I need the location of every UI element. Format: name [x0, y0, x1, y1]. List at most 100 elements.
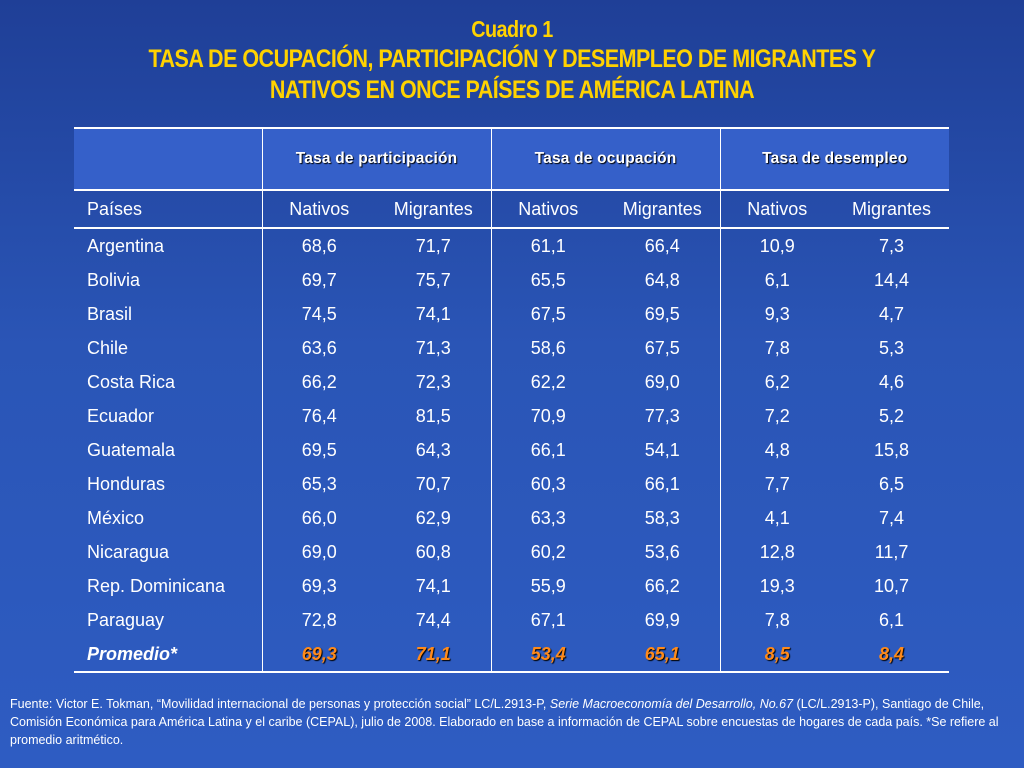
- value-cell: 6,2: [719, 365, 835, 399]
- value-cell: 64,3: [415, 439, 451, 460]
- group-header-unemployment: Tasa de desempleo: [719, 127, 950, 191]
- country-cell: Bolivia: [87, 269, 141, 290]
- country-cell: Rep. Dominicana: [87, 575, 226, 596]
- table-row: México 66,0 62,9 63,3 58,3 4,1 7,4: [74, 501, 949, 535]
- source-footnote: Fuente: Victor E. Tokman, “Movilidad int…: [10, 695, 1016, 749]
- country-cell: Ecuador: [87, 405, 155, 426]
- country-cell: Honduras: [87, 473, 166, 494]
- value-cell: 66,0: [261, 501, 376, 535]
- value-cell: 60,2: [490, 535, 606, 569]
- table-row: Costa Rica 66,2 72,3 62,2 69,0 6,2 4,6: [74, 365, 949, 399]
- value-cell: 67,1: [490, 603, 606, 637]
- column-header: Nativos: [490, 190, 606, 229]
- value-cell: 15,8: [874, 439, 910, 460]
- value-cell: 65,3: [261, 467, 376, 501]
- value-cell: 74,1: [415, 575, 451, 596]
- table-body: Argentina 68,6 71,7 61,1 66,4 10,9 7,3 Bolivia 6…: [74, 228, 950, 673]
- value-cell: 7,8: [719, 603, 835, 637]
- value-cell: 71,3: [415, 337, 451, 358]
- table-row: Honduras 65,3 70,7 60,3 66,1 7,7 6,5: [74, 467, 949, 501]
- value-cell: 7,4: [879, 507, 905, 528]
- value-cell: 75,7: [415, 269, 451, 290]
- value-cell: 5,3: [879, 337, 905, 358]
- value-cell: 74,4: [415, 609, 451, 630]
- page-title-line-1: TASA DE OCUPACIÓN, PARTICIPACIÓN Y DESEM…: [148, 45, 876, 73]
- value-cell: 71,1: [376, 637, 492, 673]
- value-cell: 10,7: [874, 575, 910, 596]
- footnote-part-1: Fuente: Victor E. Tokman, “Movilidad int…: [10, 697, 550, 711]
- value-cell: 67,5: [644, 337, 680, 358]
- value-cell: 77,3: [644, 405, 680, 426]
- data-table: Tasa de participación Tasa de ocupación …: [74, 127, 950, 673]
- column-header: Nativos: [261, 190, 376, 229]
- value-cell: 76,4: [261, 399, 376, 433]
- value-cell: 19,3: [719, 569, 835, 603]
- sub-header-row: Países Nativos Migrantes Nativos Migrant…: [74, 190, 950, 229]
- value-cell: 74,1: [415, 303, 451, 324]
- value-cell: 65,1: [605, 637, 721, 673]
- value-cell: 68,6: [261, 228, 376, 263]
- data-table-container: Tasa de participación Tasa de ocupación …: [74, 127, 950, 673]
- value-cell: 7,8: [719, 331, 835, 365]
- value-cell: 14,4: [874, 269, 910, 290]
- value-cell: 63,6: [261, 331, 376, 365]
- value-cell: 66,1: [644, 473, 680, 494]
- value-cell: 62,2: [490, 365, 606, 399]
- value-cell: 69,5: [261, 433, 376, 467]
- column-header: Migrantes: [376, 190, 492, 229]
- value-cell: 64,8: [644, 269, 680, 290]
- value-cell: 72,8: [261, 603, 376, 637]
- value-cell: 69,3: [261, 637, 376, 673]
- value-cell: 5,2: [879, 405, 905, 426]
- value-cell: 65,5: [490, 263, 606, 297]
- value-cell: 53,6: [644, 541, 680, 562]
- value-cell: 66,2: [261, 365, 376, 399]
- country-cell: Guatemala: [87, 439, 176, 460]
- table-row: Paraguay 72,8 74,4 67,1 69,9 7,8 6,1: [74, 603, 949, 637]
- value-cell: 4,1: [719, 501, 835, 535]
- average-row: Promedio* 69,3 71,1 53,4 65,1 8,5 8,4: [74, 637, 950, 673]
- value-cell: 69,0: [261, 535, 376, 569]
- country-cell: Argentina: [87, 235, 165, 256]
- value-cell: 71,7: [415, 235, 451, 256]
- country-cell: Costa Rica: [87, 371, 176, 392]
- group-header-row: Tasa de participación Tasa de ocupación …: [74, 127, 950, 191]
- value-cell: 74,5: [261, 297, 376, 331]
- value-cell: 81,5: [415, 405, 451, 426]
- value-cell: 6,1: [719, 263, 835, 297]
- country-cell: Chile: [87, 337, 129, 358]
- country-cell: Promedio*: [74, 637, 262, 673]
- table-row: Ecuador 76,4 81,5 70,9 77,3 7,2 5,2: [74, 399, 949, 433]
- value-cell: 12,8: [719, 535, 835, 569]
- value-cell: 8,4: [834, 637, 950, 673]
- value-cell: 62,9: [415, 507, 451, 528]
- value-cell: 7,7: [719, 467, 835, 501]
- table-row: Argentina 68,6 71,7 61,1 66,4 10,9 7,3: [74, 228, 949, 263]
- value-cell: 69,7: [261, 263, 376, 297]
- value-cell: 67,5: [490, 297, 606, 331]
- value-cell: 58,3: [644, 507, 680, 528]
- value-cell: 7,2: [719, 399, 835, 433]
- value-cell: 69,0: [644, 371, 680, 392]
- table-number: Cuadro 1: [471, 16, 553, 42]
- value-cell: 69,3: [261, 569, 376, 603]
- value-cell: 55,9: [490, 569, 606, 603]
- value-cell: 8,5: [719, 637, 835, 673]
- table-row: Brasil 74,5 74,1 67,5 69,5 9,3 4,7: [74, 297, 949, 331]
- value-cell: 11,7: [874, 541, 909, 562]
- value-cell: 70,7: [415, 473, 451, 494]
- value-cell: 6,5: [879, 473, 905, 494]
- group-header-participation: Tasa de participación: [261, 127, 492, 191]
- country-cell: Nicaragua: [87, 541, 170, 562]
- value-cell: 66,4: [644, 235, 680, 256]
- table-row: Rep. Dominicana 69,3 74,1 55,9 66,2 19,3 10,7: [74, 569, 949, 603]
- value-cell: 53,4: [490, 637, 606, 673]
- value-cell: 54,1: [644, 439, 680, 460]
- value-cell: 60,8: [415, 541, 451, 562]
- value-cell: 58,6: [490, 331, 606, 365]
- group-header-empty: [74, 127, 262, 191]
- column-header-countries: Países: [74, 190, 262, 229]
- value-cell: 61,1: [490, 228, 606, 263]
- country-cell: Brasil: [87, 303, 133, 324]
- value-cell: 4,7: [879, 303, 905, 324]
